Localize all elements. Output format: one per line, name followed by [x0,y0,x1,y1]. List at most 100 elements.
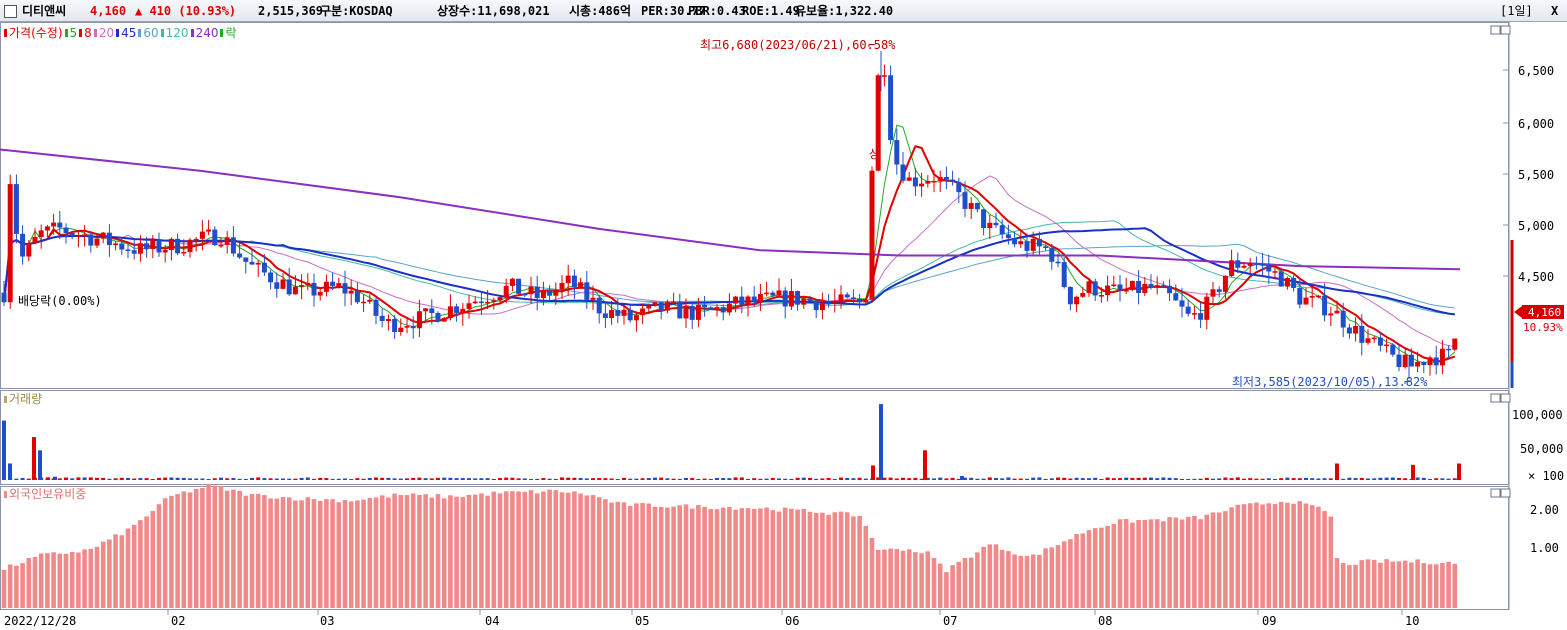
foreign-ratio-bar [968,557,974,608]
stock-chart[interactable]: 최고6,680(2023/06/21),60.58% ⌐ 최저3,585(202… [0,22,1567,630]
close-icon[interactable]: X [1551,4,1559,18]
limit-up-marker: 상 [869,147,880,161]
foreign-ratio-bar [1037,554,1042,608]
volume-bar [299,477,304,480]
legend-marker [190,29,194,37]
foreign-ratio-bar [460,497,466,608]
candle-up [553,289,559,296]
foreign-ratio-bar [584,495,590,608]
trade-volume: 2,515,369 [258,4,324,18]
volume-bar [814,478,819,480]
foreign-ratio-bar [857,515,862,608]
market-type: 구분:KOSDAQ [320,4,393,18]
maximize-icon[interactable] [1500,393,1511,403]
foreign-ratio-bar [1384,559,1389,608]
volume-bar [913,477,918,480]
foreign-ratio-bar [882,549,887,608]
volume-bar [795,477,800,480]
volume-bar [64,477,68,480]
candle-down [13,184,19,234]
foreign-ratio-bar [758,508,763,608]
price-tick-label: 6,000 [1518,117,1554,131]
foreign-ratio-bar [1198,519,1203,608]
volume-bar [157,477,161,480]
minimize-icon[interactable] [1490,25,1501,35]
foreign-ratio-bar [1055,545,1061,608]
grid-lines [167,69,1509,615]
volume-bar [268,478,273,480]
candle-down [454,306,460,314]
volume-bar [839,477,843,480]
foreign-ratio-bar [1148,519,1154,608]
foreign-ratio-bar [937,563,943,608]
candle-up [292,286,298,295]
foreign-ratio-bar [262,495,267,608]
candle-down [1340,310,1346,328]
volume-bar [107,478,112,480]
candle-down [1359,325,1365,343]
foreign-ratio-bar [646,503,652,608]
candle-up [863,299,869,303]
volume-panel-controls[interactable] [1490,393,1511,403]
volume-bar [429,478,434,480]
minimize-icon[interactable] [1490,393,1501,403]
legend-label: 5 [69,26,78,40]
candle-up [1309,296,1315,298]
price-panel-controls[interactable] [1490,25,1511,35]
volume-bar [405,478,409,480]
volume-bar [770,478,775,480]
candle-up [497,297,503,301]
period-selector[interactable]: [1일] [1500,4,1533,18]
volume-bar [994,477,998,480]
candle-down [286,279,292,295]
select-checkbox[interactable] [4,5,17,18]
candlesticks [1,50,1458,379]
foreign-ratio-bar [317,500,323,608]
candle-down [888,75,894,141]
volume-bar [845,477,850,480]
x-tick-label: 02 [171,614,185,628]
foreign-ratio-bar [1006,551,1011,608]
volume-bar [510,477,515,480]
foreign-ratio-bar [169,495,174,608]
foreign-ratio-bar [231,489,236,608]
foreign-ratio-bar [987,544,993,608]
maximize-icon[interactable] [1500,488,1511,498]
foreign-tick-label: 1.00 [1530,541,1559,555]
candle-down [1092,281,1098,296]
x-tick-label: 03 [320,614,334,628]
volume-bar [231,477,236,480]
foreign-ratio-bar [1192,515,1197,608]
foreign-panel-controls[interactable] [1490,488,1511,498]
foreign-ratio-bar [125,528,131,608]
foreign-ratio-bar [32,556,38,608]
candle-down [392,318,398,332]
foreign-ratio-bar [1303,503,1309,608]
stock-name[interactable]: 디티앤씨 [22,4,67,18]
candle-down [677,301,683,319]
volume-spike-bar [38,450,42,480]
candle-up [1384,344,1390,347]
legend-label: 20 [98,26,115,40]
last-price-tag [1522,305,1564,319]
candle-down [1408,354,1414,367]
candle-up [1129,280,1135,290]
foreign-ratio-bar [367,497,373,608]
volume-bar [529,478,533,480]
minimize-icon[interactable] [1490,488,1501,498]
foreign-ratio-bar [255,493,261,608]
candle-up [1284,278,1290,287]
candle-down [410,326,416,329]
candle-down [88,234,94,246]
volume-bar [721,477,726,480]
candle-down [373,299,379,316]
foreign-ratio-bar [63,553,69,608]
candle-down [379,315,385,322]
foreign-ratio-bar [1433,564,1439,608]
maximize-icon[interactable] [1500,25,1511,35]
volume-bar [287,478,292,480]
foreign-ratio-bar [1204,514,1210,608]
candle-up [7,184,13,303]
last-price-pointer-icon [1514,306,1522,318]
candle-down [1160,285,1166,287]
